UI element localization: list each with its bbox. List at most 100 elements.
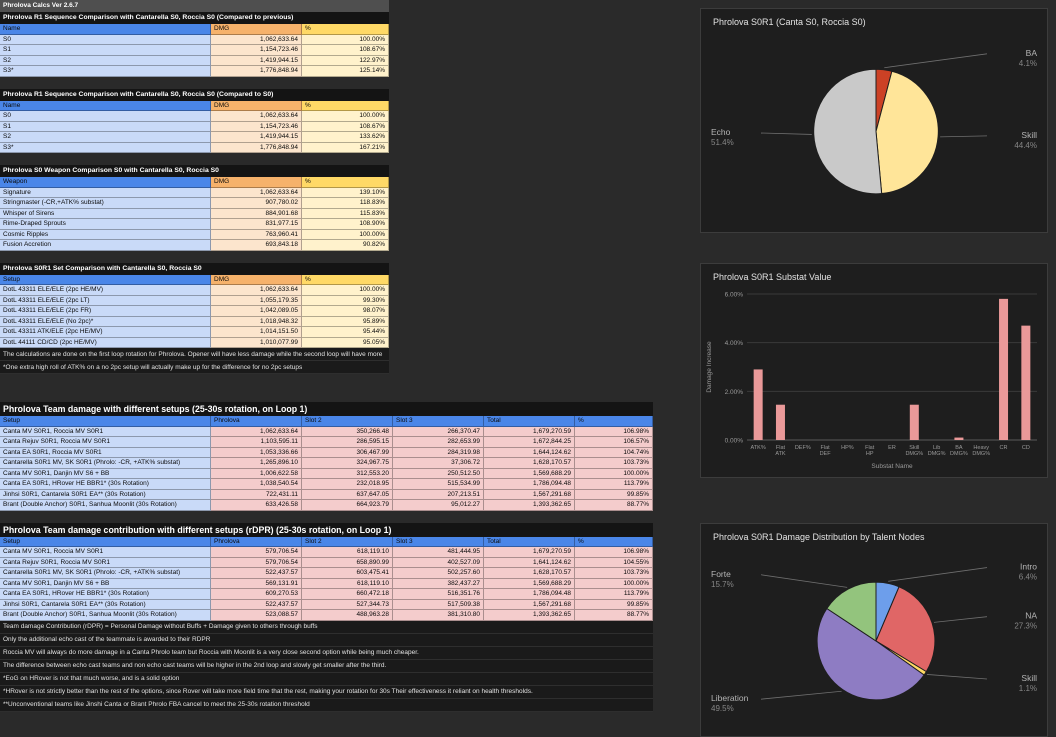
- row-label-cell[interactable]: DotL 43311 ELE/ELE (2pc FR): [0, 306, 211, 317]
- row-label-cell[interactable]: Jinhsi S0R1, Cantarela S0R1 EA** (30s Ro…: [0, 489, 211, 500]
- column-header[interactable]: Setup: [0, 274, 211, 285]
- value-cell[interactable]: 488,963.28: [302, 610, 393, 621]
- value-cell[interactable]: 569,131.91: [211, 578, 302, 589]
- value-cell[interactable]: 106.98%: [575, 547, 653, 558]
- row-label-cell[interactable]: Cosmic Ripples: [0, 229, 211, 240]
- table-title-team-rdpr[interactable]: Phrolova Team damage contribution with d…: [0, 522, 653, 537]
- row-label-cell[interactable]: DotL 44111 CD/CD (2pc HE/MV): [0, 337, 211, 348]
- value-cell[interactable]: 1,567,291.68: [484, 599, 575, 610]
- value-cell[interactable]: 88.77%: [575, 610, 653, 621]
- value-cell[interactable]: 907,780.02: [211, 198, 302, 209]
- value-cell[interactable]: 100.00%: [302, 111, 389, 122]
- value-cell[interactable]: 579,706.54: [211, 557, 302, 568]
- value-cell[interactable]: 100.00%: [302, 34, 389, 45]
- value-cell[interactable]: 1,006,622.58: [211, 468, 302, 479]
- column-header[interactable]: %: [302, 177, 389, 188]
- note-row[interactable]: *EoG on HRover is not that much worse, a…: [0, 672, 653, 686]
- row-label-cell[interactable]: DotL 43311 ELE/ELE (No 2pc)*: [0, 316, 211, 327]
- value-cell[interactable]: 481,444.95: [393, 547, 484, 558]
- chart-panel-substat-value[interactable]: Phrolova S0R1 Substat Value 0.00% 2.00% 4.…: [700, 263, 1048, 478]
- value-cell[interactable]: 522,437.57: [211, 568, 302, 579]
- value-cell[interactable]: 37,306.72: [393, 458, 484, 469]
- value-cell[interactable]: 286,595.15: [302, 437, 393, 448]
- note-row[interactable]: *One extra high roll of ATK% on a no 2pc…: [0, 361, 389, 374]
- row-label-cell[interactable]: Brant (Double Anchor) S0R1, Sanhua Moonl…: [0, 610, 211, 621]
- version-bar[interactable]: Phrolova Calcs Ver 2.6.7: [0, 0, 389, 12]
- value-cell[interactable]: 1,062,633.64: [211, 285, 302, 296]
- value-cell[interactable]: 1,569,688.29: [484, 578, 575, 589]
- value-cell[interactable]: 637,647.05: [302, 489, 393, 500]
- value-cell[interactable]: 90.82%: [302, 240, 389, 251]
- value-cell[interactable]: 1,010,077.99: [211, 337, 302, 348]
- value-cell[interactable]: 1,628,170.57: [484, 458, 575, 469]
- value-cell[interactable]: 660,472.18: [302, 589, 393, 600]
- value-cell[interactable]: 99.30%: [302, 295, 389, 306]
- value-cell[interactable]: 133.62%: [302, 132, 389, 143]
- row-label-cell[interactable]: Canta MV S0R1, Danjin MV S6 + BB: [0, 468, 211, 479]
- value-cell[interactable]: 350,266.48: [302, 426, 393, 437]
- column-header[interactable]: DMG: [211, 24, 302, 35]
- value-cell[interactable]: 1,776,848.94: [211, 66, 302, 77]
- value-cell[interactable]: 1,679,270.59: [484, 426, 575, 437]
- value-cell[interactable]: 312,553.20: [302, 468, 393, 479]
- value-cell[interactable]: 266,370.47: [393, 426, 484, 437]
- value-cell[interactable]: 104.55%: [575, 557, 653, 568]
- value-cell[interactable]: 139.10%: [302, 187, 389, 198]
- row-label-cell[interactable]: Canta EA S0R1, HRover HE BBR1* (30s Rota…: [0, 589, 211, 600]
- table-title-seq-prev[interactable]: Phrolova R1 Sequence Comparison with Can…: [0, 12, 389, 24]
- row-label-cell[interactable]: S2: [0, 55, 211, 66]
- value-cell[interactable]: 381,310.80: [393, 610, 484, 621]
- value-cell[interactable]: 1,154,723.46: [211, 121, 302, 132]
- row-label-cell[interactable]: S1: [0, 45, 211, 56]
- value-cell[interactable]: 284,319.98: [393, 447, 484, 458]
- value-cell[interactable]: 122.97%: [302, 55, 389, 66]
- value-cell[interactable]: 95.05%: [302, 337, 389, 348]
- value-cell[interactable]: 108.67%: [302, 121, 389, 132]
- value-cell[interactable]: 1,679,270.59: [484, 547, 575, 558]
- row-label-cell[interactable]: Rime-Draped Sprouts: [0, 219, 211, 230]
- value-cell[interactable]: 618,119.10: [302, 547, 393, 558]
- value-cell[interactable]: 1,042,089.05: [211, 306, 302, 317]
- row-label-cell[interactable]: Whisper of Sirens: [0, 208, 211, 219]
- row-label-cell[interactable]: Canta Rejuv S0R1, Roccia MV S0R1: [0, 557, 211, 568]
- value-cell[interactable]: 1,062,633.64: [211, 187, 302, 198]
- value-cell[interactable]: 517,509.38: [393, 599, 484, 610]
- value-cell[interactable]: 95.44%: [302, 327, 389, 338]
- value-cell[interactable]: 98.07%: [302, 306, 389, 317]
- value-cell[interactable]: 1,103,595.11: [211, 437, 302, 448]
- table-title-sets[interactable]: Phrolova S0R1 Set Comparison with Cantar…: [0, 262, 389, 275]
- row-label-cell[interactable]: DotL 43311 ELE/ELE (2pc LT): [0, 295, 211, 306]
- column-header[interactable]: Name: [0, 24, 211, 35]
- row-label-cell[interactable]: Canta MV S0R1, Roccia MV S0R1: [0, 426, 211, 437]
- value-cell[interactable]: 95,012.27: [393, 500, 484, 511]
- column-header[interactable]: DMG: [211, 100, 302, 111]
- value-cell[interactable]: 306,467.99: [302, 447, 393, 458]
- value-cell[interactable]: 609,270.53: [211, 589, 302, 600]
- note-row[interactable]: **Unconventional teams like Jinshi Canta…: [0, 698, 653, 712]
- note-row[interactable]: The difference between echo cast teams a…: [0, 659, 653, 673]
- row-label-cell[interactable]: Canta MV S0R1, Danjin MV S6 + BB: [0, 578, 211, 589]
- value-cell[interactable]: 1,053,336.66: [211, 447, 302, 458]
- column-header[interactable]: Setup: [0, 536, 211, 547]
- row-label-cell[interactable]: Signature: [0, 187, 211, 198]
- value-cell[interactable]: 693,843.18: [211, 240, 302, 251]
- column-header[interactable]: Slot 3: [393, 416, 484, 427]
- note-row[interactable]: Only the additional echo cast of the tea…: [0, 633, 653, 647]
- value-cell[interactable]: 108.67%: [302, 45, 389, 56]
- value-cell[interactable]: 722,431.11: [211, 489, 302, 500]
- row-label-cell[interactable]: Cantarella S0R1 MV, SK S0R1 (Phrolo: -CR…: [0, 458, 211, 469]
- value-cell[interactable]: 1,786,094.48: [484, 479, 575, 490]
- column-header[interactable]: Slot 3: [393, 536, 484, 547]
- row-label-cell[interactable]: S0: [0, 34, 211, 45]
- table-title-team-damage[interactable]: Phrolova Team damage with different setu…: [0, 402, 653, 416]
- value-cell[interactable]: 113.79%: [575, 589, 653, 600]
- row-label-cell[interactable]: Stringmaster (-CR,+ATK% substat): [0, 198, 211, 209]
- value-cell[interactable]: 108.90%: [302, 219, 389, 230]
- column-header[interactable]: Total: [484, 416, 575, 427]
- row-label-cell[interactable]: DotL 43311 ATK/ELE (2pc HE/MV): [0, 327, 211, 338]
- row-label-cell[interactable]: Jinhsi S0R1, Cantarela S0R1 EA** (30s Ro…: [0, 599, 211, 610]
- value-cell[interactable]: 1,641,124.62: [484, 557, 575, 568]
- value-cell[interactable]: 1,569,688.29: [484, 468, 575, 479]
- value-cell[interactable]: 1,062,633.64: [211, 111, 302, 122]
- value-cell[interactable]: 884,901.68: [211, 208, 302, 219]
